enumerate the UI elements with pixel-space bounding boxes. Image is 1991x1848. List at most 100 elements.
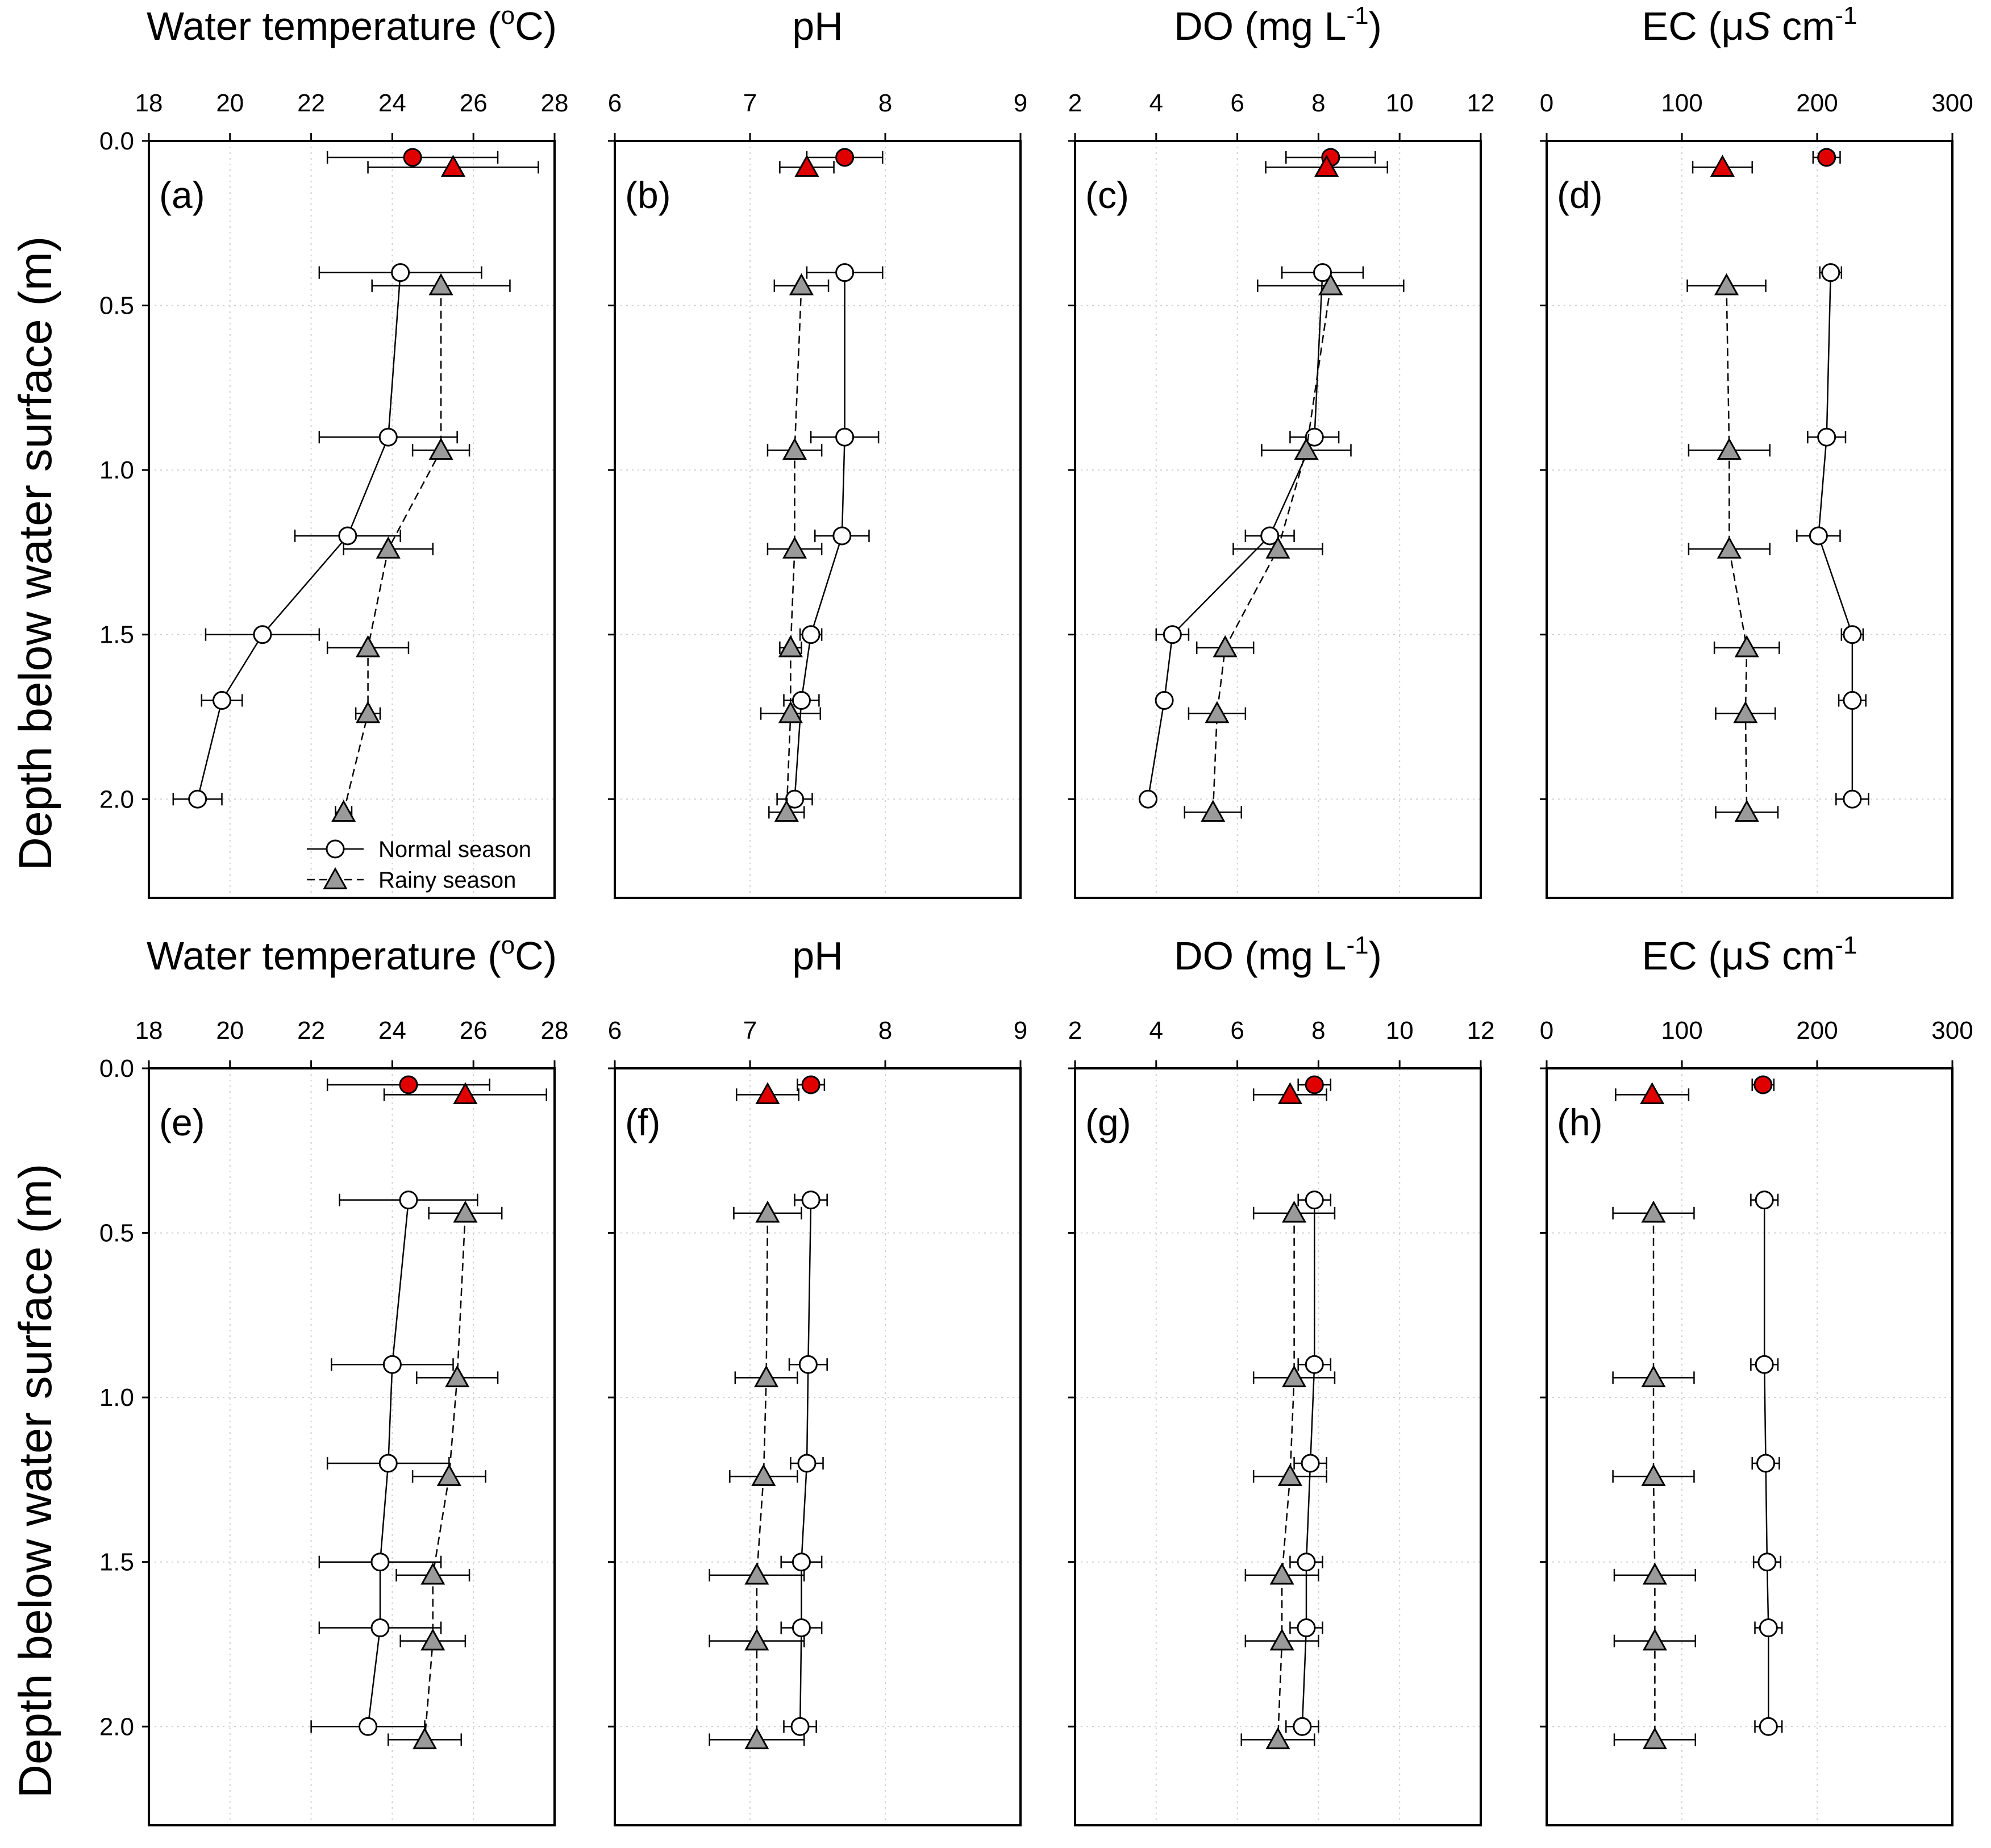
title-main: DO (mg L [1174,934,1346,978]
normal-season-point [403,148,422,167]
rainy-season-point [1265,1727,1290,1750]
rainy-season-line [1212,285,1332,813]
panel-letter: (c) [1085,174,1129,216]
normal-season-point [1757,1553,1777,1572]
plot-frame [1074,140,1482,899]
x-tick-label: 9 [1014,89,1027,117]
panel-h: 0 100 200 300 EC (μS cm-1 (h) [1540,931,1973,1826]
x-tick-label: 2 [1068,89,1082,117]
normal-season-series [1796,148,1869,809]
normal-season-line [1818,272,1853,800]
title-superscript: -1 [1835,931,1857,959]
title-main: Water temperature ( [147,4,501,48]
rainy-season-series [1184,155,1405,822]
x-tick-label: 8 [1311,1017,1325,1044]
x-tick-label: 24 [378,89,406,117]
panel-a: 18 20 22 24 26 28 0.0 0.5 1.0 1.5 2.0 Water tempera… [99,2,569,899]
normal-season-point [213,691,232,710]
normal-season-point [1305,1355,1324,1374]
rainy-season-point [1733,701,1758,723]
x-tick-label: 0 [1540,1017,1553,1044]
rainy-season-point [1318,273,1343,295]
plot-frame [148,140,556,899]
rainy-season-point [420,1628,445,1651]
rainy-season-point [1641,1464,1666,1486]
normal-season-line [1763,1200,1769,1727]
rainy-season-line [343,285,442,813]
rainy-season-point [782,438,807,460]
rainy-season-point [755,1082,780,1105]
normal-season-point [801,625,820,644]
rainy-season-point [331,800,356,822]
x-tick-label: 0 [1540,89,1553,117]
title-superscript: o [501,2,515,30]
normal-season-point [1297,1618,1316,1638]
rainy-season-point [794,155,819,177]
x-tick-label: 8 [878,1017,892,1044]
normal-season-point [399,1191,418,1210]
normal-season-series [1285,1075,1332,1736]
normal-season-point [1755,1355,1774,1374]
x-tick-label: 12 [1467,1017,1495,1044]
normal-season-point [785,789,805,809]
rainy-season-point [1714,273,1739,295]
x-tick-label: 18 [135,89,163,117]
rainy-season-point [1314,155,1339,177]
y-tick-label: 0.0 [99,1055,134,1083]
x-tick-label: 100 [1661,1017,1702,1044]
plot-frame [1074,1067,1482,1826]
title-superscript: -1 [1835,2,1857,30]
rainy-season-point [1641,1200,1666,1223]
normal-season-point [1305,427,1324,447]
x-tick-label: 28 [541,89,569,117]
y-tick-label: 0.0 [99,127,134,155]
normal-season-point [1139,789,1158,809]
normal-season-point [792,1618,811,1638]
rainy-season-point [778,635,803,657]
x-tick-label: 9 [1014,1017,1027,1044]
rainy-season-point [1717,438,1742,460]
normal-season-line [799,1200,812,1727]
x-tick-label: 20 [216,1017,244,1044]
normal-season-point [1809,526,1828,546]
normal-season-point [801,1075,820,1094]
panel-title: EC (μS cm-1 [1642,2,1857,48]
normal-season-line [794,272,845,800]
panel-title: DO (mg L-1) [1174,2,1382,48]
normal-season-series [1750,1075,1783,1736]
title-end: ) [1369,4,1382,48]
y-tick-label: 2.0 [99,785,134,813]
panel-title: Water temperature (oC) [147,931,557,978]
normal-season-point [792,691,811,710]
normal-season-point [1756,1454,1776,1473]
legend-normal-label: Normal season [378,837,531,862]
panel-title: pH [792,4,843,48]
normal-season-line [1301,1200,1315,1727]
rainy-season-point [1642,1628,1667,1651]
panel-title: EC (μS cm-1 [1642,931,1857,978]
title-unit: cm [1771,934,1835,978]
x-tick-label: 100 [1661,89,1702,117]
title-end: C) [515,934,557,978]
title-superscript: o [501,931,515,959]
rainy-season-point [754,1365,779,1388]
title-end: ) [1369,934,1382,978]
x-tick-label: 28 [541,1017,569,1044]
normal-season-point [391,263,410,282]
panel-title: pH [792,934,843,978]
panel-letter: (b) [625,174,671,216]
normal-season-point [370,1553,390,1572]
legend-normal-marker [326,839,345,859]
normal-season-point [1817,427,1836,447]
panel-f: 6 7 8 9 pH (f) [608,934,1027,1826]
normal-season-point [1759,1618,1778,1638]
rainy-season-line [1277,1213,1295,1740]
normal-season-point [1759,1717,1778,1736]
normal-season-point [359,1717,378,1736]
normal-season-line [197,272,401,800]
title-main: EC (μ [1642,4,1744,48]
normal-season-line [367,1200,410,1727]
normal-season-point [338,526,357,546]
normal-season-point [1305,1191,1324,1210]
x-tick-label: 6 [1230,1017,1244,1044]
